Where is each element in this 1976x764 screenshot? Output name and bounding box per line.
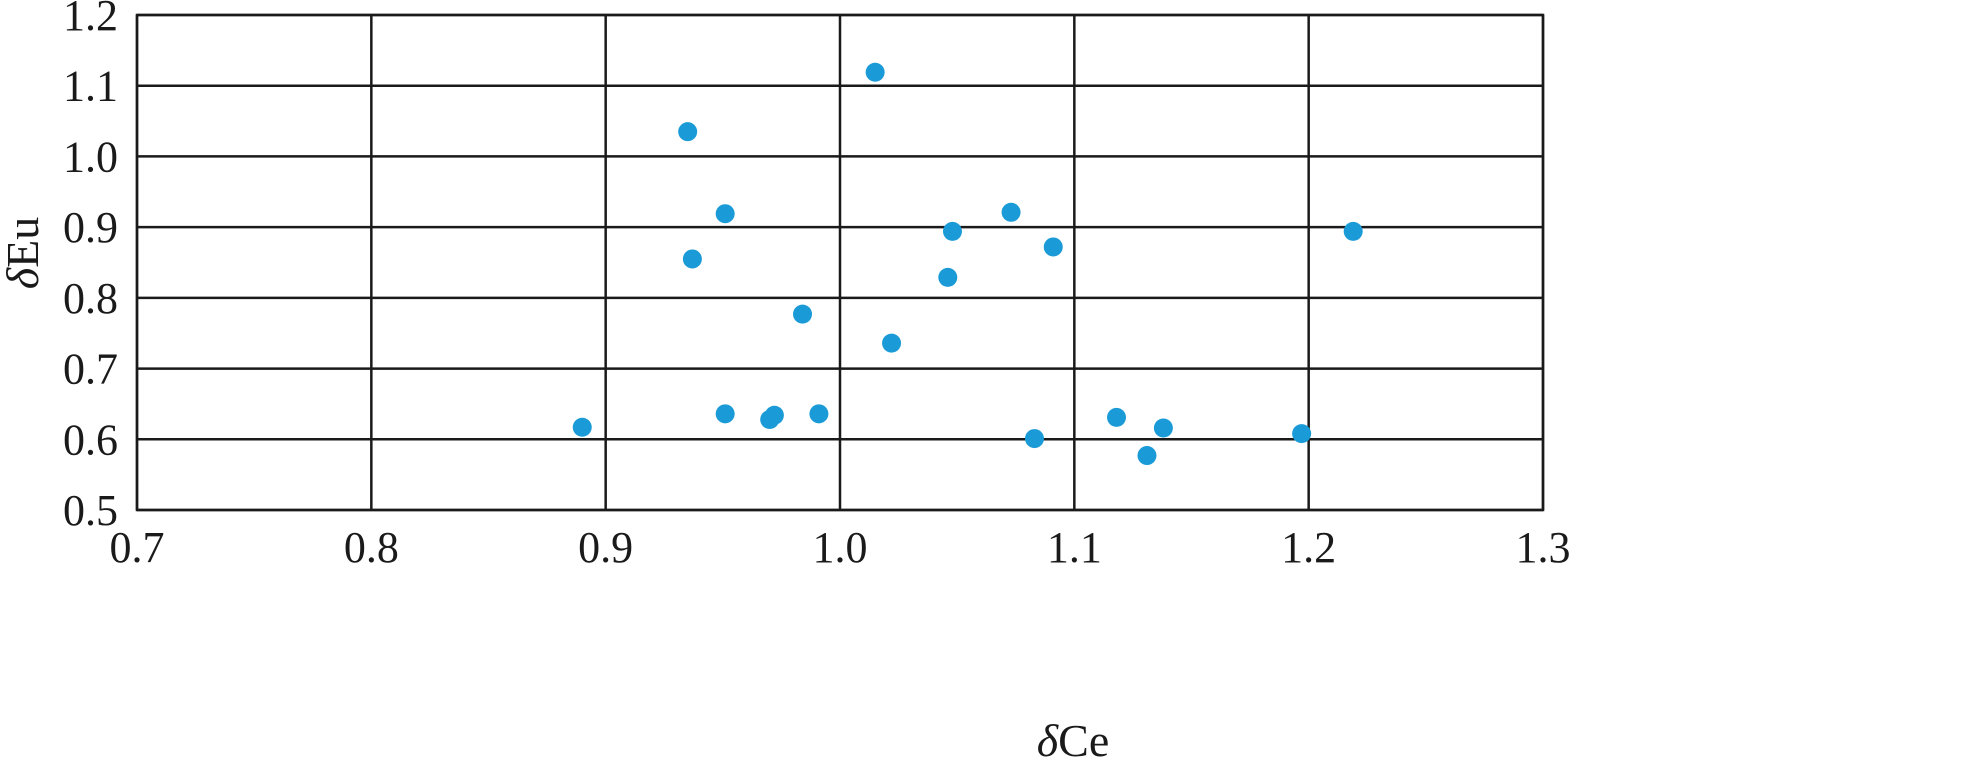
x-tick-label: 1.2 (1281, 523, 1336, 572)
data-point (715, 204, 735, 224)
x-axis-title: δCe (1037, 715, 1110, 764)
x-tick-label: 1.0 (813, 523, 868, 572)
data-point (1001, 202, 1021, 222)
x-axis-tick-labels: 0.7 0.8 0.9 1.0 1.1 1.2 1.3 (110, 523, 1571, 572)
data-point (715, 404, 735, 424)
y-tick-label: 1.2 (63, 0, 118, 40)
data-point (1043, 237, 1063, 257)
x-tick-label: 0.7 (110, 523, 165, 572)
data-point (572, 417, 592, 437)
data-point (1024, 429, 1044, 449)
x-tick-label: 0.9 (578, 523, 633, 572)
data-point (809, 404, 829, 424)
y-axis-title-prefix: δ (0, 267, 48, 289)
y-axis-tick-labels: 0.5 0.6 0.7 0.8 0.9 1.0 1.1 1.2 (63, 0, 118, 535)
grid-lines (135, 13, 1545, 512)
data-point (865, 62, 885, 82)
x-tick-label: 1.1 (1047, 523, 1102, 572)
x-axis-title-prefix: δ (1037, 715, 1059, 764)
data-point (678, 122, 698, 142)
data-points (572, 62, 1363, 466)
data-point (1107, 407, 1127, 427)
data-point (764, 405, 784, 425)
y-axis-title-text: Eu (0, 217, 48, 268)
y-tick-label: 0.9 (63, 203, 118, 252)
x-tick-label: 0.8 (344, 523, 399, 572)
y-tick-label: 0.5 (63, 486, 118, 535)
data-point (682, 249, 702, 269)
y-tick-label: 1.1 (63, 62, 118, 111)
y-axis-title: δEu (0, 217, 48, 290)
y-tick-label: 0.7 (63, 345, 118, 394)
x-tick-label: 1.3 (1516, 523, 1571, 572)
data-point (942, 221, 962, 241)
y-tick-label: 0.6 (63, 415, 118, 464)
data-point (1137, 446, 1157, 466)
data-point (793, 304, 813, 324)
data-point (882, 333, 902, 353)
y-tick-label: 0.8 (63, 274, 118, 323)
data-point (938, 267, 958, 287)
data-point (1153, 418, 1173, 438)
plot-area-frame (135, 13, 1545, 512)
x-axis-title-text: Ce (1058, 715, 1109, 764)
data-point (1292, 424, 1312, 444)
data-point (1343, 221, 1363, 241)
y-tick-label: 1.0 (63, 132, 118, 181)
